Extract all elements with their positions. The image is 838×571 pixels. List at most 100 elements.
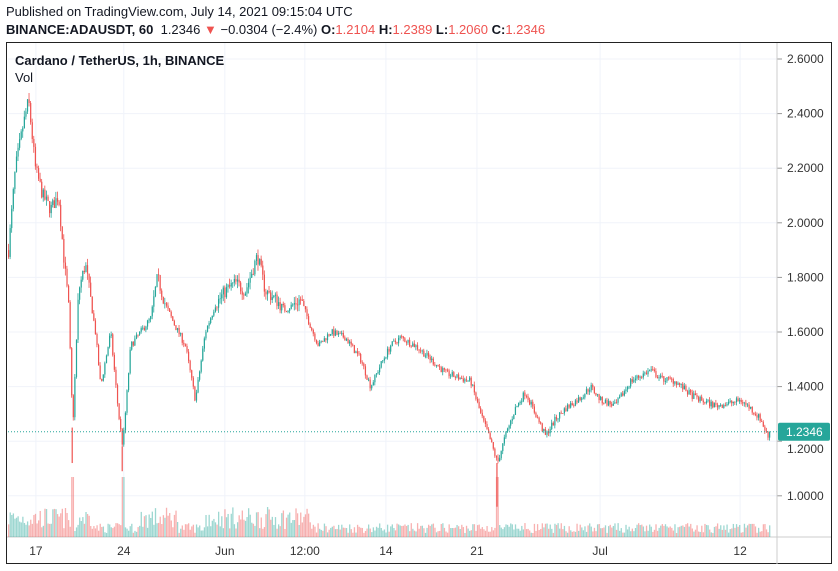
volume-bar xyxy=(472,524,474,537)
candle xyxy=(731,400,733,404)
candle xyxy=(364,366,367,376)
candle xyxy=(153,296,155,307)
candle xyxy=(350,341,352,345)
volume-bar xyxy=(423,528,425,537)
volume-bar xyxy=(576,523,578,537)
candle xyxy=(94,320,97,335)
candle xyxy=(424,355,427,357)
candle xyxy=(521,401,523,403)
volume-bar xyxy=(90,526,92,537)
candle xyxy=(221,294,223,299)
candle xyxy=(17,147,19,157)
volume-bar xyxy=(145,515,147,537)
candle xyxy=(543,429,545,432)
volume-bar xyxy=(464,532,466,537)
volume-bar xyxy=(38,520,40,537)
volume-bar xyxy=(371,532,373,537)
candle xyxy=(11,208,13,229)
candle xyxy=(399,336,401,339)
volume-bar xyxy=(745,527,747,537)
volume-bar xyxy=(720,525,722,537)
candle xyxy=(390,345,392,352)
volume-bar xyxy=(669,526,671,537)
candle xyxy=(82,270,84,280)
candle xyxy=(265,291,267,295)
candle xyxy=(581,398,583,400)
volume-bar xyxy=(543,527,545,537)
candle xyxy=(442,368,444,373)
volume-bar xyxy=(557,523,559,537)
volume-bar xyxy=(366,528,368,537)
candle xyxy=(158,274,160,276)
candle xyxy=(252,273,254,275)
volume-bar xyxy=(273,524,275,537)
candle xyxy=(412,343,414,347)
candle xyxy=(191,370,193,378)
volume-bar xyxy=(271,516,273,537)
volume-bar xyxy=(724,529,727,537)
candle xyxy=(682,383,684,390)
candle xyxy=(686,391,689,395)
candle xyxy=(538,417,540,423)
volume-bar xyxy=(737,526,739,537)
candle xyxy=(609,401,611,405)
candle xyxy=(352,344,354,346)
candle xyxy=(589,390,591,392)
candle xyxy=(331,329,333,335)
volume-bar xyxy=(208,514,210,537)
volume-bar xyxy=(173,514,176,537)
volume-bar xyxy=(728,532,730,537)
volume-bar xyxy=(315,532,318,537)
volume-bar xyxy=(723,525,725,537)
candle xyxy=(167,305,169,309)
volume-bar xyxy=(101,526,103,537)
volume-bar xyxy=(592,531,594,537)
volume-bar xyxy=(326,532,329,537)
volume-bar xyxy=(529,530,531,537)
candle xyxy=(484,420,487,425)
candle xyxy=(742,402,744,404)
volume-bar xyxy=(63,528,65,537)
candle xyxy=(295,303,297,305)
candle xyxy=(492,442,494,449)
candle xyxy=(652,369,654,371)
volume-bar xyxy=(424,532,427,537)
volume-bar xyxy=(255,512,258,537)
volume-bar xyxy=(769,525,771,537)
volume-bar xyxy=(19,521,21,537)
volume-bar xyxy=(563,525,566,537)
candle xyxy=(356,351,359,354)
volume-bar xyxy=(754,526,757,537)
candle xyxy=(750,406,752,409)
volume-bar xyxy=(11,515,13,537)
candle xyxy=(241,291,243,295)
volume-bar xyxy=(140,511,142,537)
volume-bar xyxy=(251,522,253,537)
candle xyxy=(369,379,371,389)
candle xyxy=(623,391,625,396)
candle xyxy=(206,325,209,332)
candle xyxy=(238,279,240,283)
candle xyxy=(614,402,616,404)
volume-bar xyxy=(170,520,172,537)
volume-bar xyxy=(274,517,277,537)
candle xyxy=(596,394,599,396)
candle xyxy=(140,328,142,332)
candle xyxy=(330,334,332,336)
volume-bar xyxy=(320,529,322,537)
candle xyxy=(415,345,417,348)
volume-bar xyxy=(184,524,187,537)
candle xyxy=(756,415,758,418)
candle xyxy=(218,298,220,308)
candle xyxy=(211,315,213,319)
volume-bar xyxy=(60,513,62,537)
candle xyxy=(625,389,627,392)
candle xyxy=(279,302,281,311)
volume-bar xyxy=(451,528,453,537)
volume-bar xyxy=(680,525,682,537)
volume-bar xyxy=(246,517,248,537)
volume-bar xyxy=(105,532,108,537)
volume-bar xyxy=(453,528,455,537)
volume-bar xyxy=(210,526,212,537)
